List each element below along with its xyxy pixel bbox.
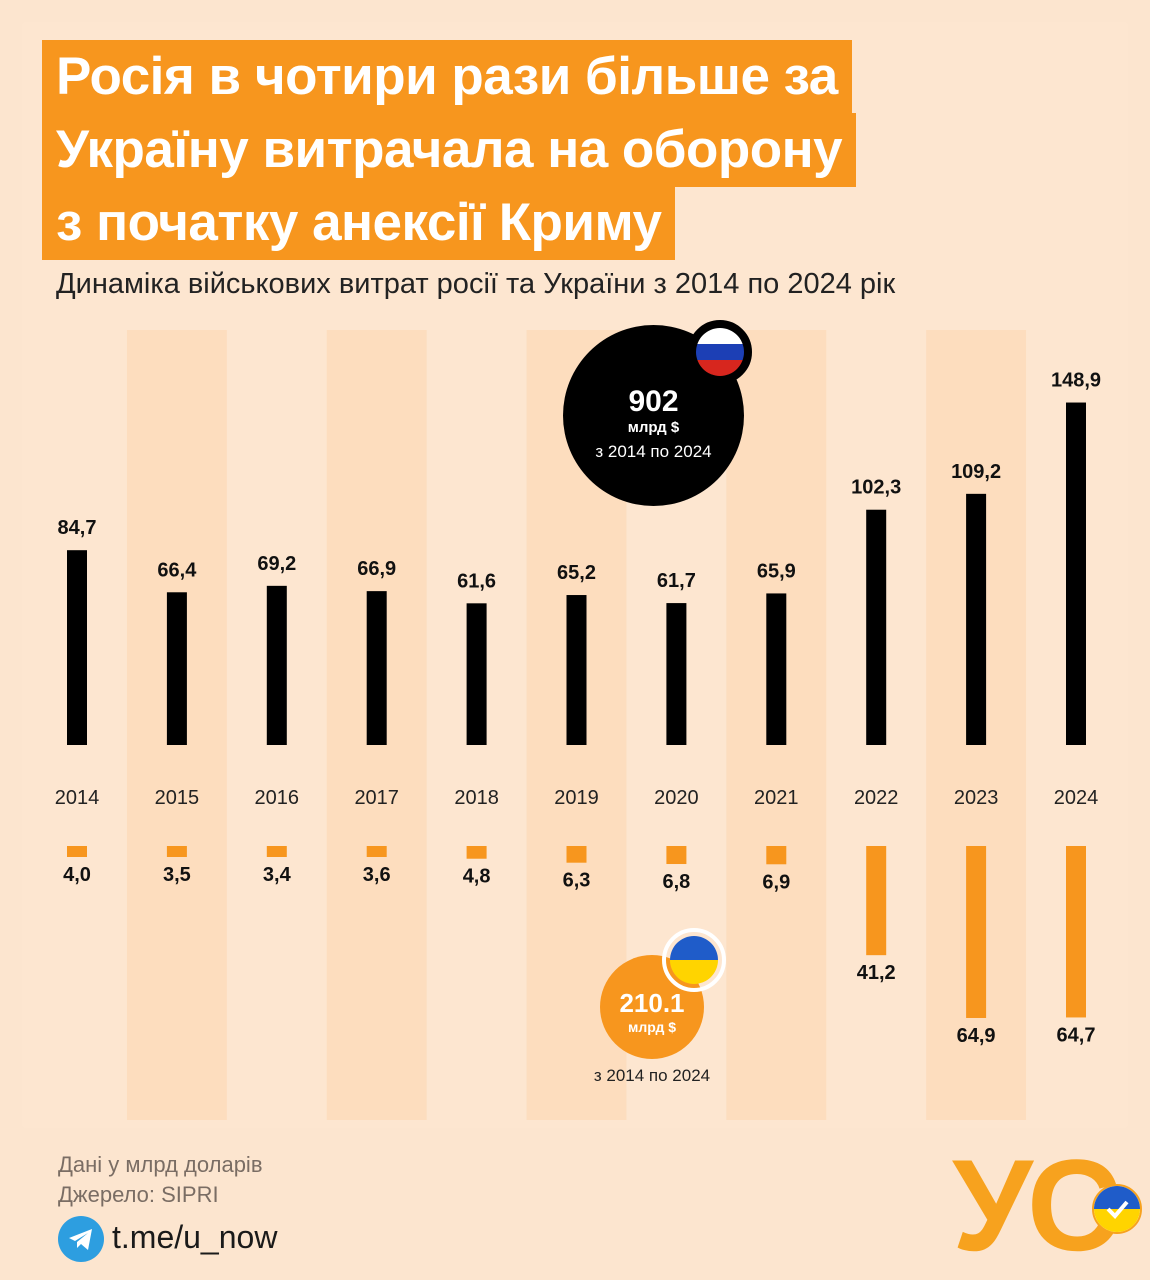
ukraine-bar (666, 846, 687, 865)
year-label: 2021 (754, 787, 799, 809)
russia-total-unit: млрд $ (627, 419, 680, 436)
russia-value-label: 102,3 (851, 477, 901, 499)
ukraine-flag-icon (662, 928, 726, 992)
russia-bar (366, 591, 387, 745)
russia-bar (566, 595, 587, 745)
russia-value-label: 65,9 (757, 560, 796, 582)
russia-bar (67, 550, 87, 745)
units-note: Дані у млрд доларів (58, 1152, 263, 1177)
russia-bar (266, 585, 287, 745)
data-source: Джерело: SIPRI (58, 1182, 219, 1207)
title-line-3: з початку анексії Криму (42, 186, 676, 260)
ukraine-value-label: 3,5 (163, 864, 191, 886)
telegram-icon[interactable] (58, 1216, 104, 1262)
year-label: 2018 (454, 787, 499, 809)
ukraine-value-label: 6,3 (563, 870, 591, 892)
year-label: 2024 (1054, 787, 1099, 809)
ukraine-value-label: 3,4 (263, 864, 292, 886)
russia-value-label: 109,2 (951, 461, 1001, 483)
russia-value-label: 69,2 (257, 553, 296, 575)
ukraine-value-label: 6,8 (662, 871, 690, 893)
year-label: 2023 (954, 787, 999, 809)
ukraine-value-label: 4,0 (63, 864, 91, 886)
ukraine-value-label: 4,8 (463, 866, 491, 888)
verified-badge-icon (1092, 1184, 1142, 1234)
russia-flag-icon (688, 320, 752, 384)
ukraine-value-label: 41,2 (857, 962, 896, 984)
ukraine-bar (566, 846, 587, 863)
ukraine-total-unit: млрд $ (627, 1019, 676, 1035)
year-label: 2017 (354, 787, 399, 809)
russia-bar (166, 592, 187, 745)
ukraine-bar (766, 846, 787, 865)
title-line-1: Росія в чотири рази більше за (42, 40, 852, 114)
russia-value-label: 84,7 (58, 517, 97, 539)
russia-bar (666, 603, 687, 745)
russia-value-label: 66,9 (357, 558, 396, 580)
russia-value-label: 65,2 (557, 562, 596, 584)
russia-value-label: 66,4 (157, 559, 197, 581)
russia-value-label: 61,6 (457, 570, 496, 592)
ukraine-bar (266, 846, 287, 857)
russia-total-period: з 2014 по 2024 (595, 442, 712, 461)
us-logo: УС (952, 1132, 1121, 1278)
russia-bar (1066, 402, 1086, 745)
russia-total-value: 902 (628, 385, 679, 418)
russia-value-label: 61,7 (657, 570, 696, 592)
ukraine-total-value: 210.1 (619, 988, 685, 1018)
ukraine-bar (166, 846, 187, 857)
ukraine-value-label: 3,6 (363, 864, 391, 886)
year-label: 2020 (654, 787, 699, 809)
ukraine-bar (466, 846, 487, 859)
year-label: 2014 (55, 787, 100, 809)
ukraine-bar (366, 846, 387, 857)
russia-value-label: 148,9 (1051, 370, 1101, 392)
ukraine-value-label: 64,7 (1057, 1024, 1096, 1046)
title-line-2: Україну витрачала на оборону (42, 113, 857, 187)
ukraine-bar (1066, 846, 1086, 1018)
telegram-link[interactable]: t.me/u_now (112, 1219, 278, 1255)
year-label: 2019 (554, 787, 599, 809)
chart-subtitle: Динаміка військових витрат росії та Укра… (56, 268, 896, 300)
year-label: 2022 (854, 787, 899, 809)
russia-bar (766, 593, 787, 745)
year-label: 2015 (155, 787, 200, 809)
russia-bar (466, 603, 487, 745)
bar-chart: 84,7 2014 4,0 66,4 2015 3,5 69,2 2016 3,4 66,9 201… (55, 330, 1101, 1120)
ukraine-bar (866, 846, 887, 956)
russia-bar (866, 509, 887, 745)
ukraine-bar (966, 846, 987, 1018)
ukraine-bar (67, 846, 87, 857)
year-label: 2016 (255, 787, 300, 809)
ukraine-value-label: 64,9 (957, 1025, 996, 1047)
ukraine-total-period: з 2014 по 2024 (593, 1066, 711, 1085)
ukraine-value-label: 6,9 (762, 871, 790, 893)
russia-bar (966, 493, 987, 745)
